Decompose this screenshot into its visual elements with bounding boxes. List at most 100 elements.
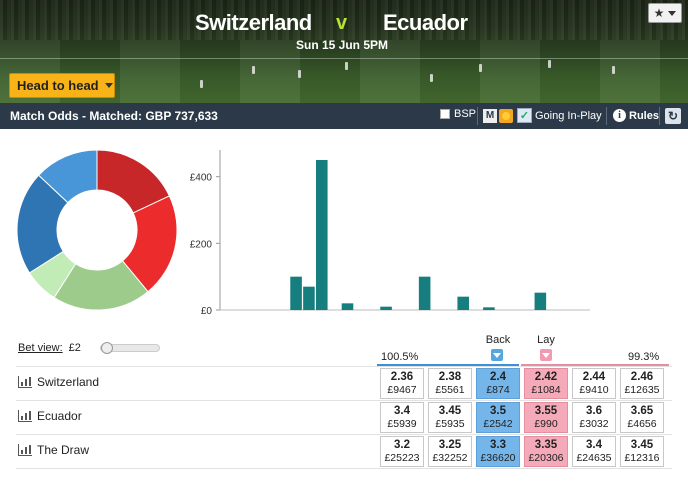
traded-volume-bar-chart: £0 £200 £400 <box>190 150 590 317</box>
odds-value: 2.4 <box>490 371 506 383</box>
lay-price-cell[interactable]: 3.65 £4656 <box>620 402 664 433</box>
odds-value: 2.38 <box>438 371 462 383</box>
head-to-head-button[interactable]: Head to head <box>9 73 115 98</box>
odds-value: 3.4 <box>586 439 602 451</box>
back-price-cell[interactable]: 3.2 £25223 <box>380 436 424 467</box>
player-figure <box>430 74 433 82</box>
stake-amount: £36620 <box>480 452 516 464</box>
bsp-toggle[interactable]: BSP <box>440 108 476 120</box>
donut-slice <box>37 149 98 204</box>
lay-book-percentage: 99.3% <box>628 351 660 363</box>
runner-name[interactable]: Ecuador <box>37 409 82 423</box>
y-tick-label: £200 <box>190 239 213 250</box>
refresh-icon[interactable]: ↻ <box>665 108 681 124</box>
cashout-icon[interactable] <box>499 109 513 123</box>
odds-value: 2.46 <box>630 371 654 383</box>
odds-value: 3.55 <box>534 405 558 417</box>
runner-name[interactable]: The Draw <box>37 443 90 457</box>
back-column-label: Back <box>485 334 511 346</box>
favourite-button[interactable]: ★ <box>648 3 682 23</box>
divider <box>477 107 478 125</box>
player-figure <box>612 66 615 74</box>
home-team-name: Switzerland <box>195 10 312 35</box>
best-back-price-cell[interactable]: 2.4 £874 <box>476 368 520 399</box>
back-all-arrow-icon[interactable] <box>491 349 503 361</box>
bet-view-label[interactable]: Bet view: <box>18 342 63 354</box>
lay-column-label: Lay <box>537 334 555 346</box>
odds-value: 3.45 <box>630 439 654 451</box>
lay-price-cell[interactable]: 3.4 £24635 <box>572 436 616 467</box>
volume-bar <box>303 286 315 310</box>
y-tick-label: £400 <box>190 173 213 184</box>
volume-bar <box>380 306 392 310</box>
pitch-line <box>0 58 688 59</box>
info-icon[interactable]: i <box>613 109 626 122</box>
stake-amount: £9467 <box>387 384 417 396</box>
lay-price-cell[interactable]: 3.45 £12316 <box>620 436 664 467</box>
market-title: Match Odds - Matched: GBP 737,633 <box>10 109 218 123</box>
going-inplay-checkbox[interactable]: ✓ <box>517 108 532 123</box>
market-header: Match Odds - Matched: GBP 737,633 BSP M … <box>0 103 688 129</box>
best-lay-price-cell[interactable]: 3.55 £990 <box>524 402 568 433</box>
odds-value: 3.45 <box>438 405 462 417</box>
lay-price-cell[interactable]: 2.46 £12635 <box>620 368 664 399</box>
odds-value: 3.65 <box>630 405 654 417</box>
lay-all-arrow-icon[interactable] <box>540 349 552 361</box>
lay-price-cell[interactable]: 3.6 £3032 <box>572 402 616 433</box>
bsp-label: BSP <box>454 108 477 120</box>
best-lay-price-cell[interactable]: 3.35 £20306 <box>524 436 568 467</box>
runner-name-cell: The Draw <box>18 443 89 457</box>
stake-amount: £5935 <box>435 418 465 430</box>
stake-amount: £5939 <box>387 418 417 430</box>
back-price-cell[interactable]: 2.38 £5561 <box>428 368 472 399</box>
volume-bar <box>418 276 431 310</box>
price-chart-icon[interactable] <box>18 444 32 456</box>
bet-view: Bet view: £2 <box>18 342 81 354</box>
best-back-price-cell[interactable]: 3.5 £2542 <box>476 402 520 433</box>
player-figure <box>345 62 348 70</box>
runner-row: The Draw 3.2 £25223 3.25 £32252 3.3 £36620 … <box>16 434 672 467</box>
stake-amount: £3032 <box>579 418 609 430</box>
back-price-cell[interactable]: 2.36 £9467 <box>380 368 424 399</box>
stake-amount: £32252 <box>432 452 468 464</box>
odds-value: 2.42 <box>534 371 558 383</box>
runner-name[interactable]: Switzerland <box>37 375 100 389</box>
bsp-checkbox[interactable] <box>440 109 450 119</box>
stake-slider-handle[interactable] <box>101 342 113 354</box>
head-to-head-label: Head to head <box>17 78 99 93</box>
price-chart-icon[interactable] <box>18 410 32 422</box>
back-price-cell[interactable]: 3.4 £5939 <box>380 402 424 433</box>
runner-row: Ecuador 3.4 £5939 3.45 £5935 3.5 £2542 3.55… <box>16 400 672 433</box>
versus-label: v <box>336 12 348 34</box>
stake-amount: £5561 <box>435 384 465 396</box>
player-figure <box>479 64 482 72</box>
back-book-percentage: 100.5% <box>381 351 419 363</box>
lay-price-cell[interactable]: 2.44 £9410 <box>572 368 616 399</box>
player-figure <box>252 66 255 74</box>
volume-bar <box>457 296 469 310</box>
check-icon: ✓ <box>519 110 530 122</box>
stake-amount: £9410 <box>579 384 609 396</box>
odds-value: 3.3 <box>490 439 506 451</box>
best-lay-price-cell[interactable]: 2.42 £1084 <box>524 368 568 399</box>
odds-value: 3.2 <box>394 439 410 451</box>
stake-amount: £12316 <box>624 452 660 464</box>
divider <box>659 107 660 125</box>
back-price-cell[interactable]: 3.25 £32252 <box>428 436 472 467</box>
player-figure <box>200 80 203 88</box>
odds-value: 3.5 <box>490 405 506 417</box>
divider <box>606 107 607 125</box>
stake-slider-track[interactable] <box>100 344 160 352</box>
stake-amount: £25223 <box>384 452 420 464</box>
stake-amount: £990 <box>534 418 558 430</box>
rules-link[interactable]: Rules <box>629 110 659 122</box>
volume-bar <box>316 160 328 310</box>
runner-name-cell: Ecuador <box>18 409 82 423</box>
volume-bar <box>341 303 354 310</box>
price-chart-icon[interactable] <box>18 376 32 388</box>
best-back-price-cell[interactable]: 3.3 £36620 <box>476 436 520 467</box>
chevron-down-icon <box>668 10 677 16</box>
back-price-cell[interactable]: 3.45 £5935 <box>428 402 472 433</box>
y-tick-label: £0 <box>201 306 213 317</box>
multiples-button[interactable]: M <box>483 109 497 123</box>
